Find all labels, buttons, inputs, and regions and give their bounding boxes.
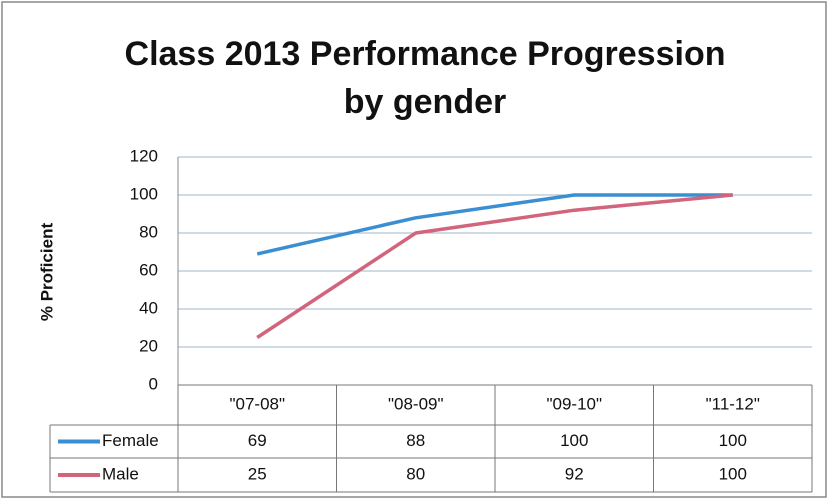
y-tick-label: 60 bbox=[139, 260, 158, 279]
x-tick-label: "11-12" bbox=[706, 394, 760, 413]
data-table-value: 80 bbox=[406, 464, 425, 483]
y-tick-label: 40 bbox=[139, 298, 158, 317]
series-line bbox=[256, 193, 733, 339]
y-tick-label: 80 bbox=[139, 222, 158, 241]
y-tick-label: 20 bbox=[139, 336, 158, 355]
y-axis-label: % Proficient bbox=[37, 223, 56, 322]
x-tick-label: "09-10" bbox=[546, 394, 602, 413]
data-table-value: 92 bbox=[565, 464, 584, 483]
data-table-value: 100 bbox=[719, 431, 747, 450]
legend-label: Female bbox=[102, 431, 159, 450]
y-tick-label: 0 bbox=[149, 374, 158, 393]
x-tick-label: "08-09" bbox=[388, 394, 444, 413]
legend-label: Male bbox=[102, 464, 139, 483]
series-line bbox=[256, 193, 733, 256]
chart-subtitle: by gender bbox=[344, 83, 506, 121]
data-table-value: 69 bbox=[248, 431, 267, 450]
x-tick-label: "07-08" bbox=[229, 394, 285, 413]
y-tick-label: 100 bbox=[130, 184, 158, 203]
data-table-value: 100 bbox=[719, 464, 747, 483]
chart-title: Class 2013 Performance Progression bbox=[125, 35, 726, 73]
data-table-value: 25 bbox=[248, 464, 267, 483]
data-table-value: 100 bbox=[560, 431, 588, 450]
data-table-value: 88 bbox=[406, 431, 425, 450]
y-tick-label: 120 bbox=[130, 146, 158, 165]
